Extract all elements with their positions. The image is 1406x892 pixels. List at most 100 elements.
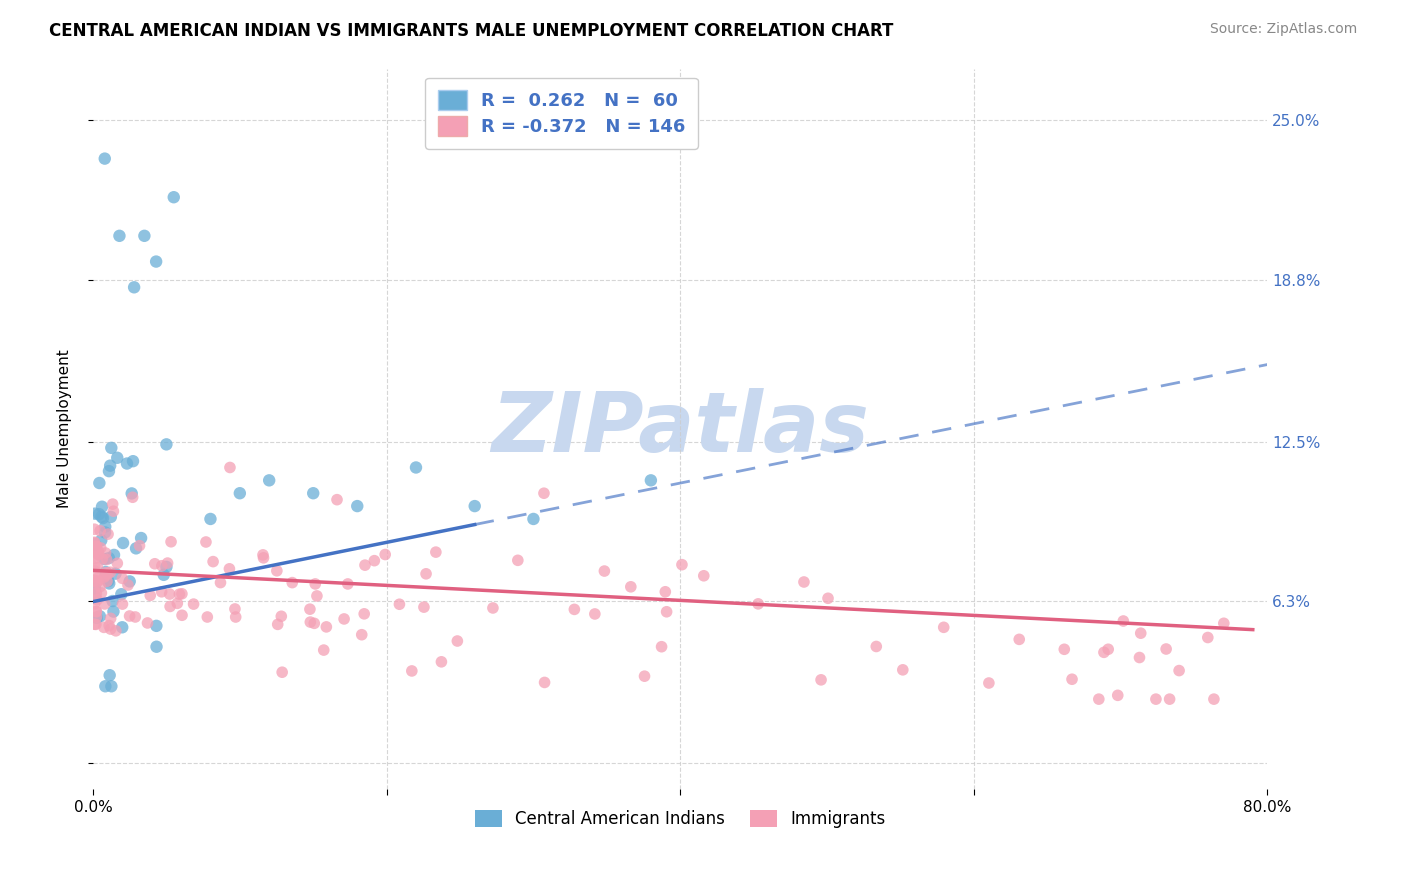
Point bbox=[202, 555, 225, 569]
Point bbox=[97, 574, 120, 588]
Point bbox=[101, 594, 124, 608]
Point bbox=[97, 464, 120, 478]
Point bbox=[1212, 616, 1234, 631]
Point bbox=[183, 597, 205, 611]
Point bbox=[83, 564, 105, 578]
Point bbox=[1202, 692, 1225, 706]
Point bbox=[84, 539, 107, 553]
Point bbox=[312, 643, 335, 657]
Point bbox=[87, 544, 110, 558]
Point bbox=[865, 640, 887, 654]
Point bbox=[94, 568, 117, 582]
Point bbox=[298, 602, 321, 616]
Point bbox=[89, 609, 111, 624]
Point bbox=[91, 552, 114, 566]
Point bbox=[110, 587, 132, 601]
Point bbox=[593, 564, 616, 578]
Point bbox=[100, 622, 122, 636]
Point bbox=[229, 486, 252, 500]
Point bbox=[152, 567, 174, 582]
Point bbox=[103, 548, 125, 562]
Point bbox=[219, 460, 242, 475]
Point bbox=[224, 602, 246, 616]
Point bbox=[533, 486, 555, 500]
Point bbox=[83, 583, 105, 598]
Point bbox=[333, 612, 356, 626]
Point bbox=[111, 571, 134, 585]
Point bbox=[94, 679, 117, 693]
Point bbox=[747, 597, 769, 611]
Point bbox=[336, 577, 359, 591]
Point bbox=[209, 575, 232, 590]
Point bbox=[891, 663, 914, 677]
Point bbox=[150, 584, 173, 599]
Point bbox=[86, 592, 108, 607]
Point bbox=[98, 458, 121, 473]
Point bbox=[160, 534, 183, 549]
Point bbox=[506, 553, 529, 567]
Point bbox=[94, 152, 117, 166]
Point bbox=[415, 566, 437, 581]
Y-axis label: Male Unemployment: Male Unemployment bbox=[58, 350, 72, 508]
Point bbox=[354, 558, 377, 573]
Point bbox=[267, 617, 290, 632]
Point bbox=[810, 673, 832, 687]
Point bbox=[271, 665, 294, 680]
Point bbox=[170, 587, 193, 601]
Point bbox=[91, 500, 114, 514]
Point bbox=[96, 574, 118, 589]
Point bbox=[1088, 692, 1111, 706]
Point bbox=[83, 589, 105, 603]
Point bbox=[83, 597, 105, 611]
Point bbox=[94, 519, 117, 533]
Point bbox=[145, 640, 167, 654]
Point bbox=[93, 620, 115, 634]
Point bbox=[1159, 692, 1181, 706]
Point bbox=[346, 499, 368, 513]
Point bbox=[1128, 650, 1150, 665]
Point bbox=[583, 607, 606, 621]
Point bbox=[97, 551, 120, 566]
Point bbox=[122, 280, 145, 294]
Point bbox=[302, 486, 325, 500]
Point bbox=[1197, 631, 1219, 645]
Point bbox=[86, 540, 108, 554]
Point bbox=[87, 548, 110, 562]
Point bbox=[103, 605, 125, 619]
Point bbox=[87, 507, 110, 521]
Legend: Central American Indians, Immigrants: Central American Indians, Immigrants bbox=[468, 804, 891, 835]
Point bbox=[115, 457, 138, 471]
Point bbox=[103, 504, 125, 518]
Point bbox=[155, 560, 177, 574]
Point bbox=[87, 574, 110, 588]
Point bbox=[170, 608, 193, 623]
Point bbox=[83, 549, 105, 563]
Point bbox=[353, 607, 375, 621]
Point bbox=[252, 550, 274, 565]
Point bbox=[83, 536, 105, 550]
Point bbox=[155, 437, 177, 451]
Point bbox=[564, 602, 586, 616]
Point bbox=[932, 620, 955, 634]
Point bbox=[1168, 664, 1191, 678]
Point bbox=[128, 539, 150, 553]
Point bbox=[83, 551, 105, 566]
Point bbox=[430, 655, 453, 669]
Point bbox=[84, 617, 107, 632]
Point bbox=[405, 460, 427, 475]
Point bbox=[304, 616, 326, 631]
Point bbox=[83, 535, 105, 549]
Point bbox=[350, 628, 373, 642]
Point bbox=[413, 600, 436, 615]
Point bbox=[252, 548, 274, 562]
Point bbox=[401, 664, 423, 678]
Point bbox=[693, 568, 716, 582]
Point bbox=[93, 597, 115, 611]
Point bbox=[121, 490, 143, 504]
Point bbox=[111, 620, 134, 634]
Point bbox=[83, 617, 105, 632]
Point bbox=[83, 522, 105, 536]
Point bbox=[315, 620, 337, 634]
Point bbox=[112, 536, 135, 550]
Point bbox=[84, 507, 107, 521]
